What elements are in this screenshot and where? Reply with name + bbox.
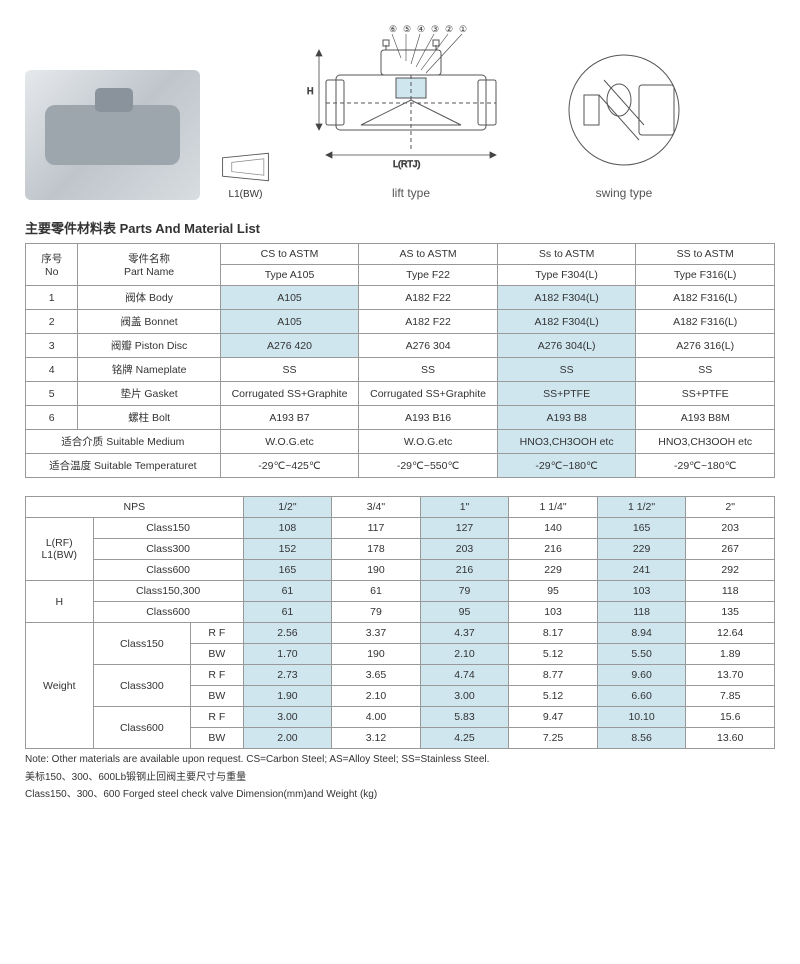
trapezoid-detail: L1(BW) [218, 145, 273, 200]
callout-num: ⑥ [389, 24, 397, 34]
table-row: WeightClass150R F2.563.374.378.178.9412.… [26, 623, 775, 644]
callout-num: ① [459, 24, 467, 34]
callout-num: ④ [417, 24, 425, 34]
lift-type-drawing: H L(RTJ) ⑥⑤④③②① lift type [291, 20, 531, 200]
footnote: Class150、300、600 Forged steel check valv… [25, 788, 775, 802]
dim-l: L(RTJ) [393, 159, 420, 169]
col-part: 零件名称Part Name [78, 244, 220, 286]
table-row: HClass150,30061617995103118 [26, 581, 775, 602]
figure-row: L1(BW) H [25, 20, 775, 200]
table-row: 5垫片 GasketCorrugated SS+GraphiteCorrugat… [26, 382, 775, 406]
callout-num: ⑤ [403, 24, 411, 34]
dimensions-table: NPS1/2"3/4"1"1 1/4"1 1/2"2"L(RF)L1(BW)Cl… [25, 496, 775, 749]
product-photo [25, 70, 200, 200]
col-type: Type F22 [359, 265, 498, 286]
section-title: 主要零件材料表 Parts And Material List [25, 218, 775, 237]
size-header: 1" [420, 497, 509, 518]
table-row: 1阀体 BodyA105A182 F22A182 F304(L)A182 F31… [26, 286, 775, 310]
table-row: 适合温度 Suitable Temperaturet-29℃~425℃-29℃~… [26, 454, 775, 478]
table-row: 2阀盖 BonnetA105A182 F22A182 F304(L)A182 F… [26, 310, 775, 334]
footnote: Note: Other materials are available upon… [25, 753, 775, 767]
table-row: 适合介质 Suitable MediumW.O.G.etcW.O.G.etcHN… [26, 430, 775, 454]
table-row: 4铭牌 NameplateSSSSSSSS [26, 358, 775, 382]
size-header: 1/2" [243, 497, 332, 518]
size-header: 3/4" [332, 497, 421, 518]
parts-material-table: 序号No零件名称Part NameCS to ASTMAS to ASTMSs … [25, 243, 775, 478]
dim-h: H [307, 86, 314, 96]
callout-num: ③ [431, 24, 439, 34]
table-row: Class600R F3.004.005.839.4710.1015.6 [26, 707, 775, 728]
table-row: Class600617995103118135 [26, 602, 775, 623]
col-type: Type F316(L) [636, 265, 775, 286]
row-group: Weight [26, 623, 94, 749]
col-astm: SS to ASTM [636, 244, 775, 265]
table-row: Class300152178203216229267 [26, 539, 775, 560]
swing-type-drawing: swing type [549, 40, 699, 200]
table-row: Class600165190216229241292 [26, 560, 775, 581]
row-group: H [26, 581, 94, 623]
table-row: L(RF)L1(BW)Class150108117127140165203 [26, 518, 775, 539]
lift-label: lift type [392, 186, 430, 200]
table-row: Class300R F2.733.654.748.779.6013.70 [26, 665, 775, 686]
nps-header: NPS [26, 497, 244, 518]
col-astm: Ss to ASTM [497, 244, 636, 265]
callout-num: ② [445, 24, 453, 34]
swing-label: swing type [596, 186, 653, 200]
col-astm: CS to ASTM [220, 244, 359, 265]
size-header: 1 1/4" [509, 497, 598, 518]
l1-label: L1(BW) [229, 189, 263, 200]
col-type: Type A105 [220, 265, 359, 286]
col-astm: AS to ASTM [359, 244, 498, 265]
size-header: 1 1/2" [597, 497, 686, 518]
col-no: 序号No [26, 244, 78, 286]
table-row: 6螺柱 BoltA193 B7A193 B16A193 B8A193 B8M [26, 406, 775, 430]
table-row: 3阀瓣 Piston DiscA276 420A276 304A276 304(… [26, 334, 775, 358]
size-header: 2" [686, 497, 775, 518]
row-group: L(RF)L1(BW) [26, 518, 94, 581]
col-type: Type F304(L) [497, 265, 636, 286]
footnote: 美标150、300、600Lb锻钢止回阀主要尺寸与重量 [25, 771, 775, 785]
